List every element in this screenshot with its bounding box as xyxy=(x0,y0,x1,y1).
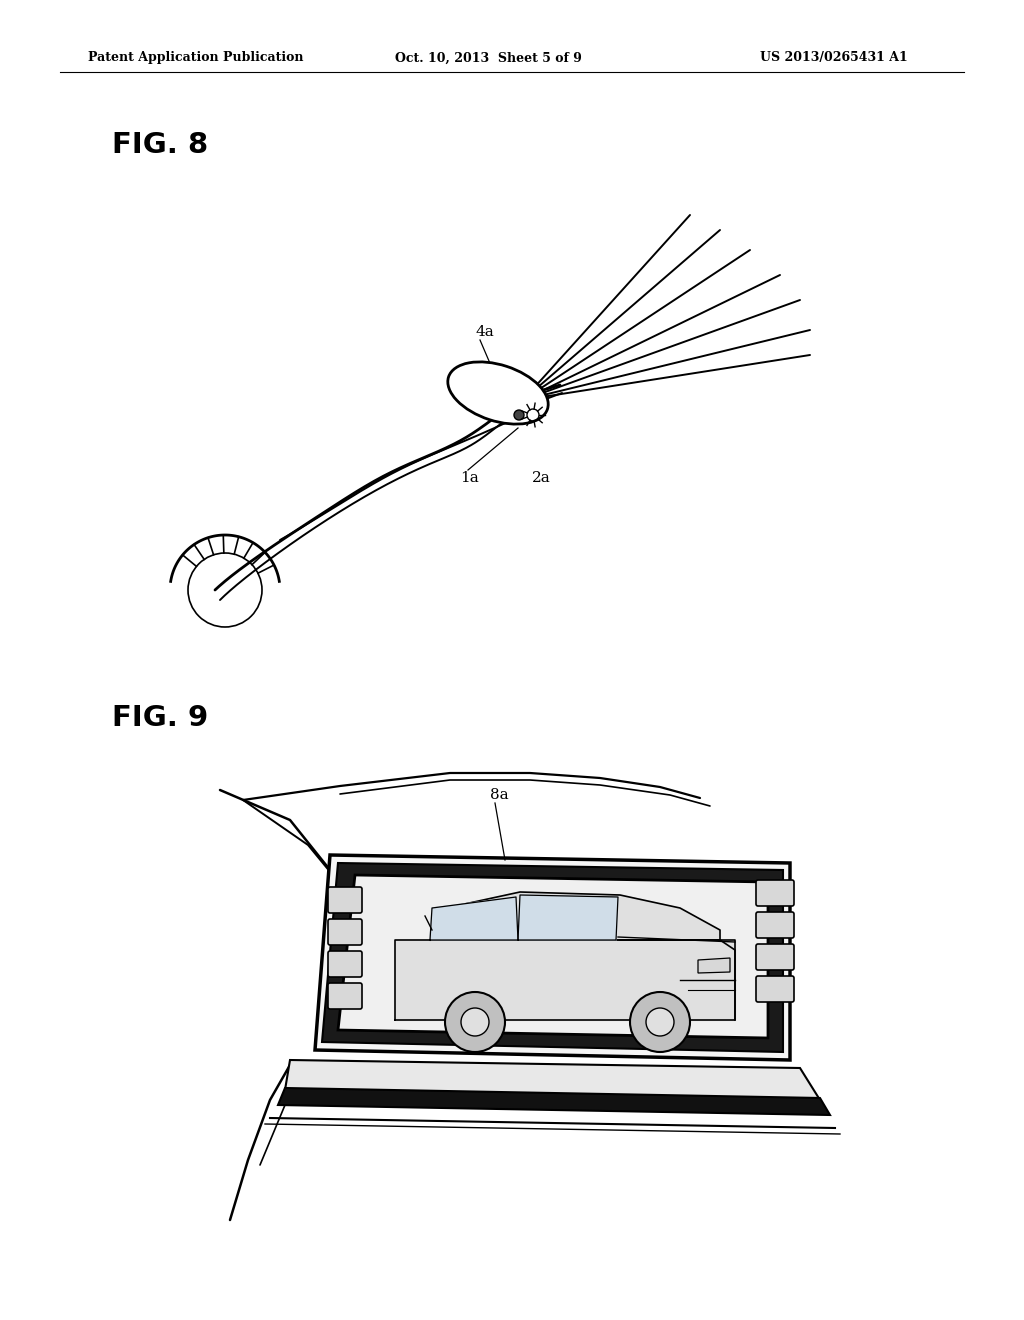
Text: 2a: 2a xyxy=(532,471,551,484)
Text: Oct. 10, 2013  Sheet 5 of 9: Oct. 10, 2013 Sheet 5 of 9 xyxy=(395,51,582,65)
Circle shape xyxy=(514,411,524,420)
Circle shape xyxy=(445,993,505,1052)
FancyBboxPatch shape xyxy=(328,887,362,913)
Text: 8a: 8a xyxy=(490,788,509,803)
Polygon shape xyxy=(518,895,618,940)
Text: US 2013/0265431 A1: US 2013/0265431 A1 xyxy=(760,51,907,65)
Polygon shape xyxy=(322,863,783,1052)
Polygon shape xyxy=(338,875,768,1038)
FancyBboxPatch shape xyxy=(328,950,362,977)
Circle shape xyxy=(630,993,690,1052)
Text: FIG. 9: FIG. 9 xyxy=(112,704,208,733)
Ellipse shape xyxy=(447,362,548,424)
Polygon shape xyxy=(395,940,735,1020)
Text: Patent Application Publication: Patent Application Publication xyxy=(88,51,303,65)
Text: 1a: 1a xyxy=(460,471,479,484)
FancyBboxPatch shape xyxy=(328,919,362,945)
Polygon shape xyxy=(278,1088,830,1115)
FancyBboxPatch shape xyxy=(328,983,362,1008)
FancyBboxPatch shape xyxy=(756,880,794,906)
FancyBboxPatch shape xyxy=(756,944,794,970)
Polygon shape xyxy=(430,898,518,940)
Circle shape xyxy=(646,1008,674,1036)
Polygon shape xyxy=(430,892,720,940)
Text: FIG. 8: FIG. 8 xyxy=(112,131,208,158)
FancyBboxPatch shape xyxy=(756,975,794,1002)
Polygon shape xyxy=(285,1060,820,1100)
Circle shape xyxy=(461,1008,489,1036)
Text: 4a: 4a xyxy=(476,325,495,339)
FancyBboxPatch shape xyxy=(756,912,794,939)
Polygon shape xyxy=(698,958,730,973)
Polygon shape xyxy=(315,855,790,1060)
